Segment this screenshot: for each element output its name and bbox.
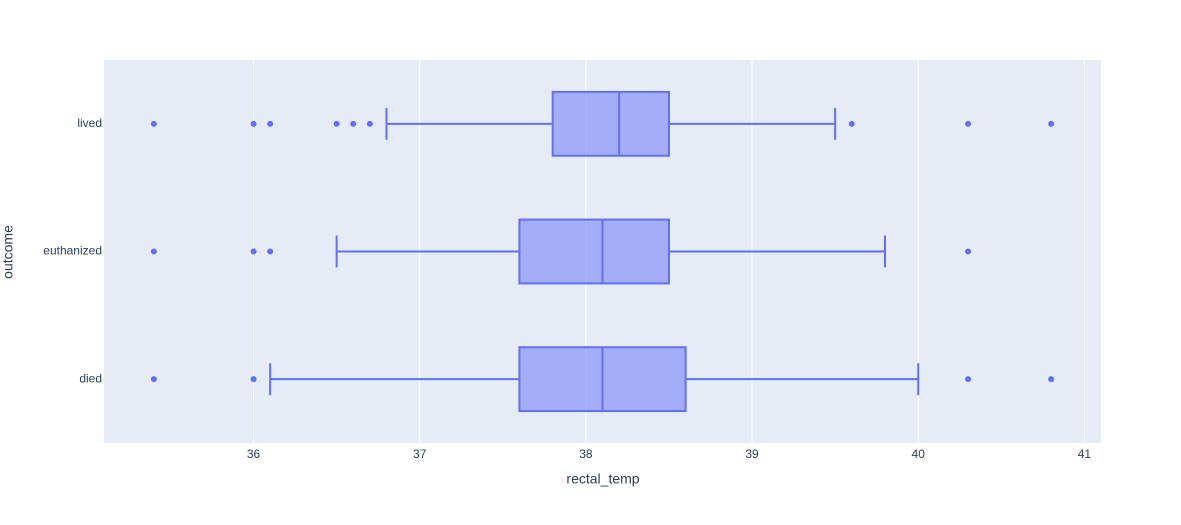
outlier <box>1048 120 1055 127</box>
outlier <box>366 120 373 127</box>
box <box>551 90 670 157</box>
x-tick-label: 38 <box>579 447 593 461</box>
outlier <box>250 120 257 127</box>
outlier <box>267 120 274 127</box>
outlier <box>848 120 855 127</box>
box <box>518 218 670 285</box>
outlier <box>250 376 257 383</box>
outlier <box>250 248 257 255</box>
outlier <box>1048 376 1055 383</box>
x-tick-label: 41 <box>1078 447 1092 461</box>
outlier <box>965 248 972 255</box>
outlier <box>965 376 972 383</box>
outlier <box>350 120 357 127</box>
x-axis-title: rectal_temp <box>566 471 639 487</box>
outlier <box>150 120 157 127</box>
x-tick-label: 36 <box>247 447 261 461</box>
y-axis-title: outcome <box>0 225 16 279</box>
x-tick-label: 40 <box>912 447 926 461</box>
outlier <box>965 120 972 127</box>
y-tick-label: lived <box>77 116 102 130</box>
outlier <box>333 120 340 127</box>
outlier <box>150 248 157 255</box>
x-tick-label: 37 <box>413 447 427 461</box>
outlier <box>150 376 157 383</box>
y-tick-label: euthanized <box>43 244 102 258</box>
y-tick-label: died <box>79 371 102 385</box>
x-tick-label: 39 <box>745 447 759 461</box>
outlier <box>267 248 274 255</box>
